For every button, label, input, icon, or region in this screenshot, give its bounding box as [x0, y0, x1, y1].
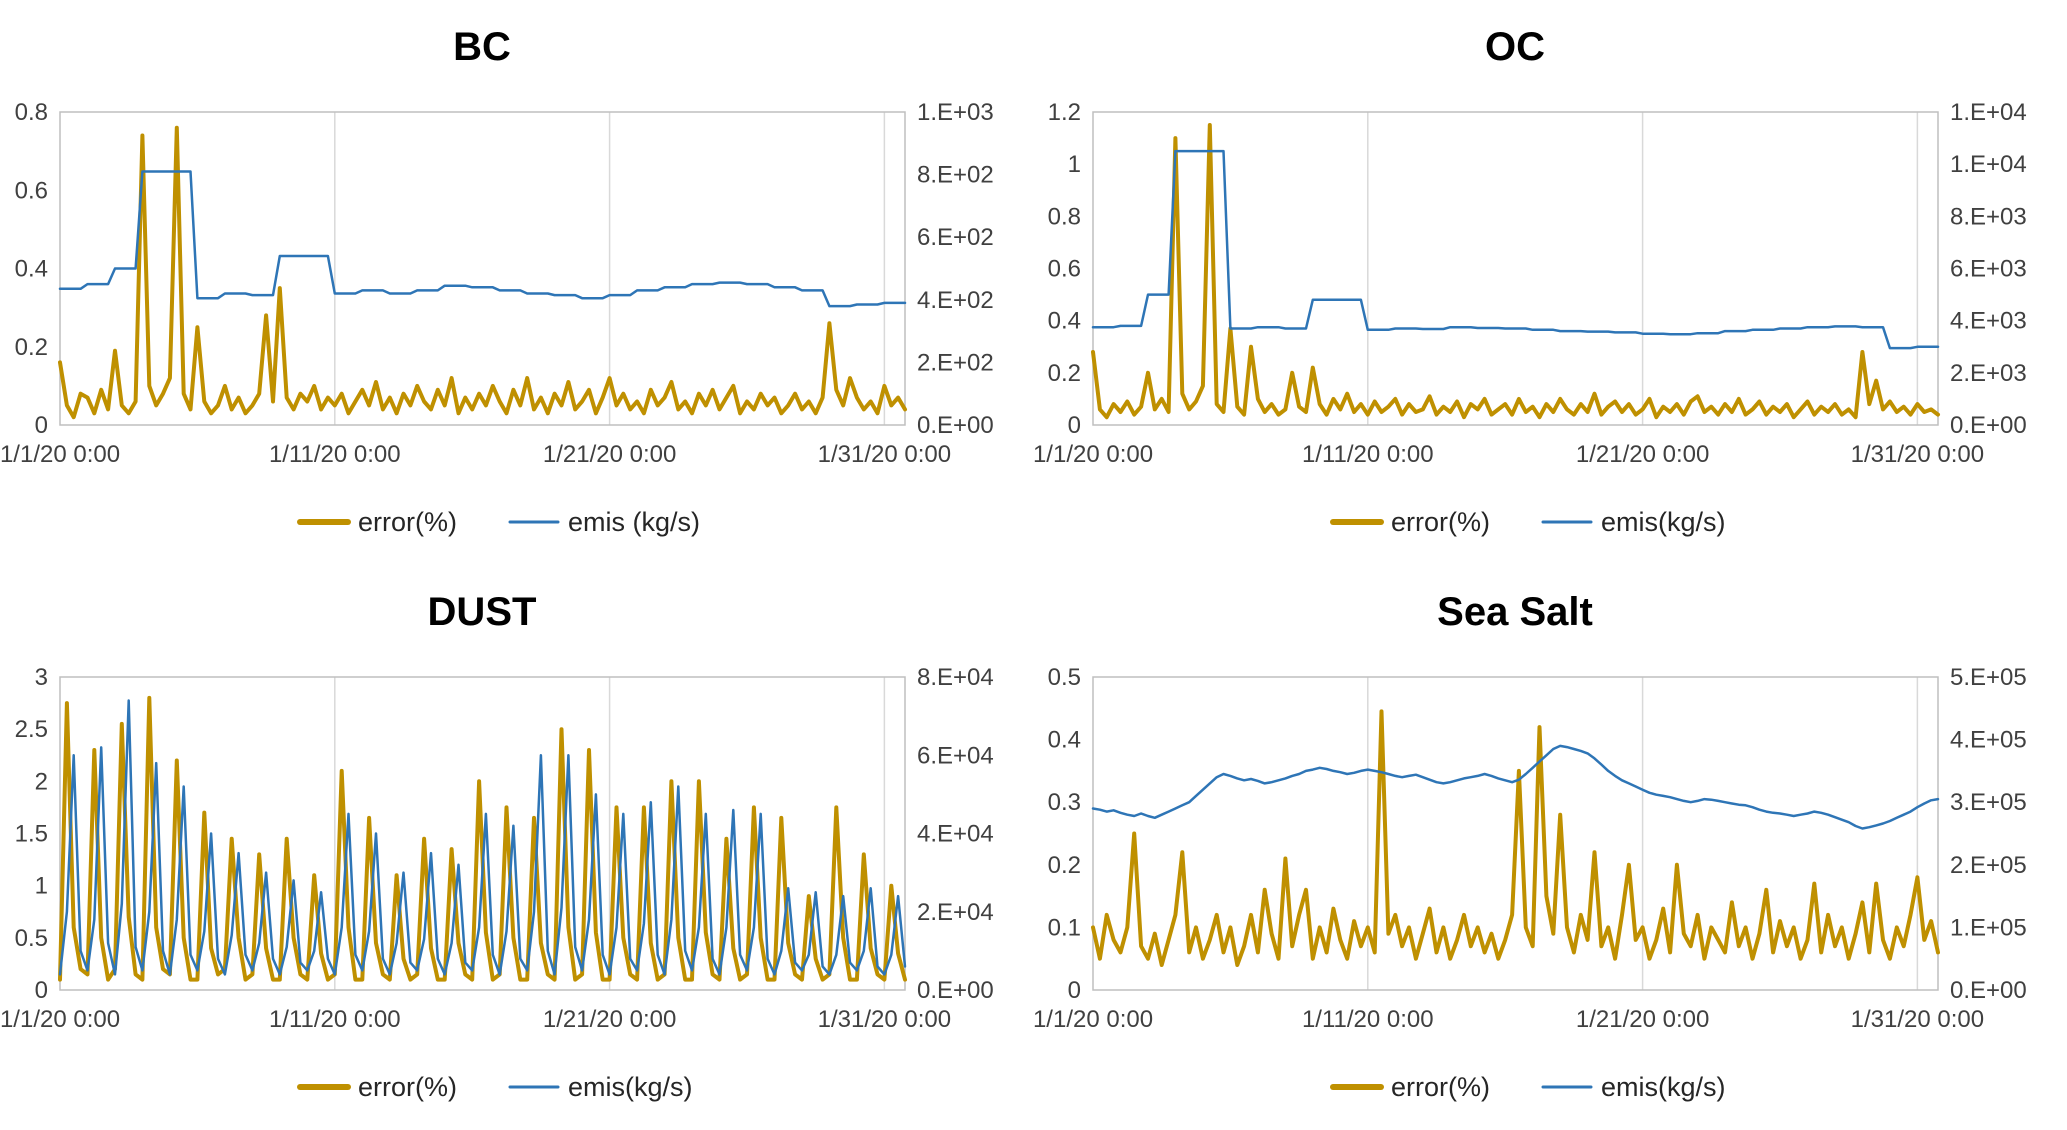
x-axis-tick: 1/31/20 0:00 — [1851, 441, 1984, 468]
right-axis-tick: 2.E+05 — [1950, 852, 2027, 879]
emis-series-line — [58, 699, 907, 976]
right-axis-tick: 4.E+02 — [917, 287, 994, 314]
error-legend-label: error(%) — [1391, 1072, 1490, 1102]
left-axis-tick: 0.5 — [1048, 664, 1081, 691]
bc-plot-area: 0 0.2 0.4 0.6 0.8 0.E+00 2.E+02 4.E+02 6.E+02 8.E… — [0, 99, 994, 468]
x-axis-tick: 1/21/20 0:00 — [1576, 1006, 1709, 1033]
left-axis-tick: 0.8 — [15, 99, 48, 126]
left-axis-tick: 0.6 — [1048, 256, 1081, 283]
right-axis-tick: 6.E+02 — [917, 224, 994, 251]
left-axis-tick: 0 — [35, 412, 48, 439]
right-axis-tick: 3.E+05 — [1950, 789, 2027, 816]
right-axis-tick: 4.E+04 — [917, 821, 994, 848]
emis-series-line — [1091, 149, 1940, 350]
plot-border — [1092, 111, 1939, 426]
left-axis-tick: 1 — [1068, 151, 1081, 178]
left-axis-tick: 3 — [35, 664, 48, 691]
sea-salt-plot-area: 0 0.1 0.2 0.3 0.4 0.5 0.E+00 1.E+05 2.E+05 3.E+05… — [1033, 664, 2027, 1033]
left-axis-tick: 0.2 — [1048, 360, 1081, 387]
error-series-line — [58, 125, 907, 420]
x-axis-tick: 1/21/20 0:00 — [543, 441, 676, 468]
left-axis-tick: 0.4 — [1048, 727, 1081, 754]
left-axis-tick: 0 — [35, 977, 48, 1004]
left-axis-tick: 0.5 — [15, 925, 48, 952]
emis-legend-label: emis(kg/s) — [568, 1072, 693, 1102]
right-axis-tick: 1.E+03 — [917, 99, 994, 126]
left-axis-tick: 0.8 — [1048, 203, 1081, 230]
left-axis-tick: 2.5 — [15, 716, 48, 743]
x-axis-tick: 1/11/20 0:00 — [1302, 441, 1434, 468]
right-axis-tick: 1.E+04 — [1950, 99, 2027, 126]
left-axis-tick: 0.1 — [1048, 914, 1081, 941]
plot-border — [1092, 676, 1939, 991]
error-legend-label: error(%) — [358, 507, 457, 537]
right-axis-tick: 8.E+04 — [917, 664, 994, 691]
left-axis-tick: 0 — [1068, 977, 1081, 1004]
emis-series-line — [58, 170, 907, 308]
right-axis-tick: 8.E+02 — [917, 162, 994, 189]
right-axis-tick: 2.E+02 — [917, 349, 994, 376]
chart-dust: 0 0.5 1 1.5 2 2.5 3 0.E+00 2.E+04 4.E+04 6.E+04 8.E… — [0, 590, 994, 1102]
x-axis-tick: 1/21/20 0:00 — [543, 1006, 676, 1033]
x-axis-tick: 1/1/20 0:00 — [1033, 1006, 1153, 1033]
x-axis-tick: 1/11/20 0:00 — [269, 1006, 401, 1033]
emis-legend-label: emis(kg/s) — [1601, 507, 1726, 537]
right-axis-tick: 6.E+03 — [1950, 256, 2027, 283]
left-axis-tick: 0.2 — [1048, 852, 1081, 879]
error-series-line — [1091, 709, 1940, 967]
right-axis-tick: 2.E+03 — [1950, 360, 2027, 387]
x-axis-tick: 1/31/20 0:00 — [818, 441, 951, 468]
emis-legend-label: emis(kg/s) — [1601, 1072, 1726, 1102]
emis-series-line — [1091, 744, 1940, 830]
right-axis-tick: 0.E+00 — [1950, 412, 2027, 439]
error-legend-label: error(%) — [1391, 507, 1490, 537]
x-axis-tick: 1/21/20 0:00 — [1576, 441, 1709, 468]
x-axis-tick: 1/31/20 0:00 — [1851, 1006, 1984, 1033]
chart-title-dust: DUST — [428, 590, 537, 634]
x-axis-tick: 1/1/20 0:00 — [1033, 441, 1153, 468]
dust-plot-area: 0 0.5 1 1.5 2 2.5 3 0.E+00 2.E+04 4.E+04 6.E+04 8.E… — [0, 664, 994, 1033]
right-axis-tick: 4.E+03 — [1950, 308, 2027, 335]
x-axis-tick: 1/31/20 0:00 — [818, 1006, 951, 1033]
x-axis-tick: 1/11/20 0:00 — [269, 441, 401, 468]
left-axis-tick: 0 — [1068, 412, 1081, 439]
chart-bc: 0 0.2 0.4 0.6 0.8 0.E+00 2.E+02 4.E+02 6.E+02 8.E… — [0, 25, 994, 537]
right-axis-tick: 1.E+04 — [1950, 151, 2027, 178]
right-axis-tick: 0.E+00 — [917, 412, 994, 439]
left-axis-tick: 0.2 — [15, 334, 48, 361]
left-axis-tick: 1.5 — [15, 821, 48, 848]
left-axis-tick: 0.6 — [15, 177, 48, 204]
left-axis-tick: 0.3 — [1048, 789, 1081, 816]
left-axis-tick: 0.4 — [15, 256, 48, 283]
chart-sea-salt: 0 0.1 0.2 0.3 0.4 0.5 0.E+00 1.E+05 2.E+05 3.E+05… — [1033, 590, 2027, 1102]
emis-legend-label: emis (kg/s) — [568, 507, 700, 537]
right-axis-tick: 2.E+04 — [917, 899, 994, 926]
right-axis-tick: 8.E+03 — [1950, 203, 2027, 230]
right-axis-tick: 0.E+00 — [917, 977, 994, 1004]
x-axis-tick: 1/1/20 0:00 — [0, 1006, 120, 1033]
x-axis-tick: 1/11/20 0:00 — [1302, 1006, 1434, 1033]
error-legend-label: error(%) — [358, 1072, 457, 1102]
chart-title-sea-salt: Sea Salt — [1437, 590, 1593, 634]
left-axis-tick: 1.2 — [1048, 99, 1081, 126]
right-axis-tick: 4.E+05 — [1950, 727, 2027, 754]
left-axis-tick: 1 — [35, 873, 48, 900]
error-series-line — [1091, 123, 1940, 420]
left-axis-tick: 0.4 — [1048, 308, 1081, 335]
chart-oc: 0 0.2 0.4 0.6 0.8 1 1.2 0.E+00 2.E+03 4.E+03 6.E+0… — [1033, 25, 2027, 537]
right-axis-tick: 6.E+04 — [917, 742, 994, 769]
right-axis-tick: 5.E+05 — [1950, 664, 2027, 691]
chart-title-oc: OC — [1485, 25, 1545, 69]
right-axis-tick: 1.E+05 — [1950, 914, 2027, 941]
oc-plot-area: 0 0.2 0.4 0.6 0.8 1 1.2 0.E+00 2.E+03 4.E+03 6.E+0… — [1033, 99, 2027, 468]
left-axis-tick: 2 — [35, 768, 48, 795]
x-axis-tick: 1/1/20 0:00 — [0, 441, 120, 468]
chart-title-bc: BC — [453, 25, 511, 69]
plot-border — [59, 676, 906, 991]
right-axis-tick: 0.E+00 — [1950, 977, 2027, 1004]
plot-border — [59, 111, 906, 426]
